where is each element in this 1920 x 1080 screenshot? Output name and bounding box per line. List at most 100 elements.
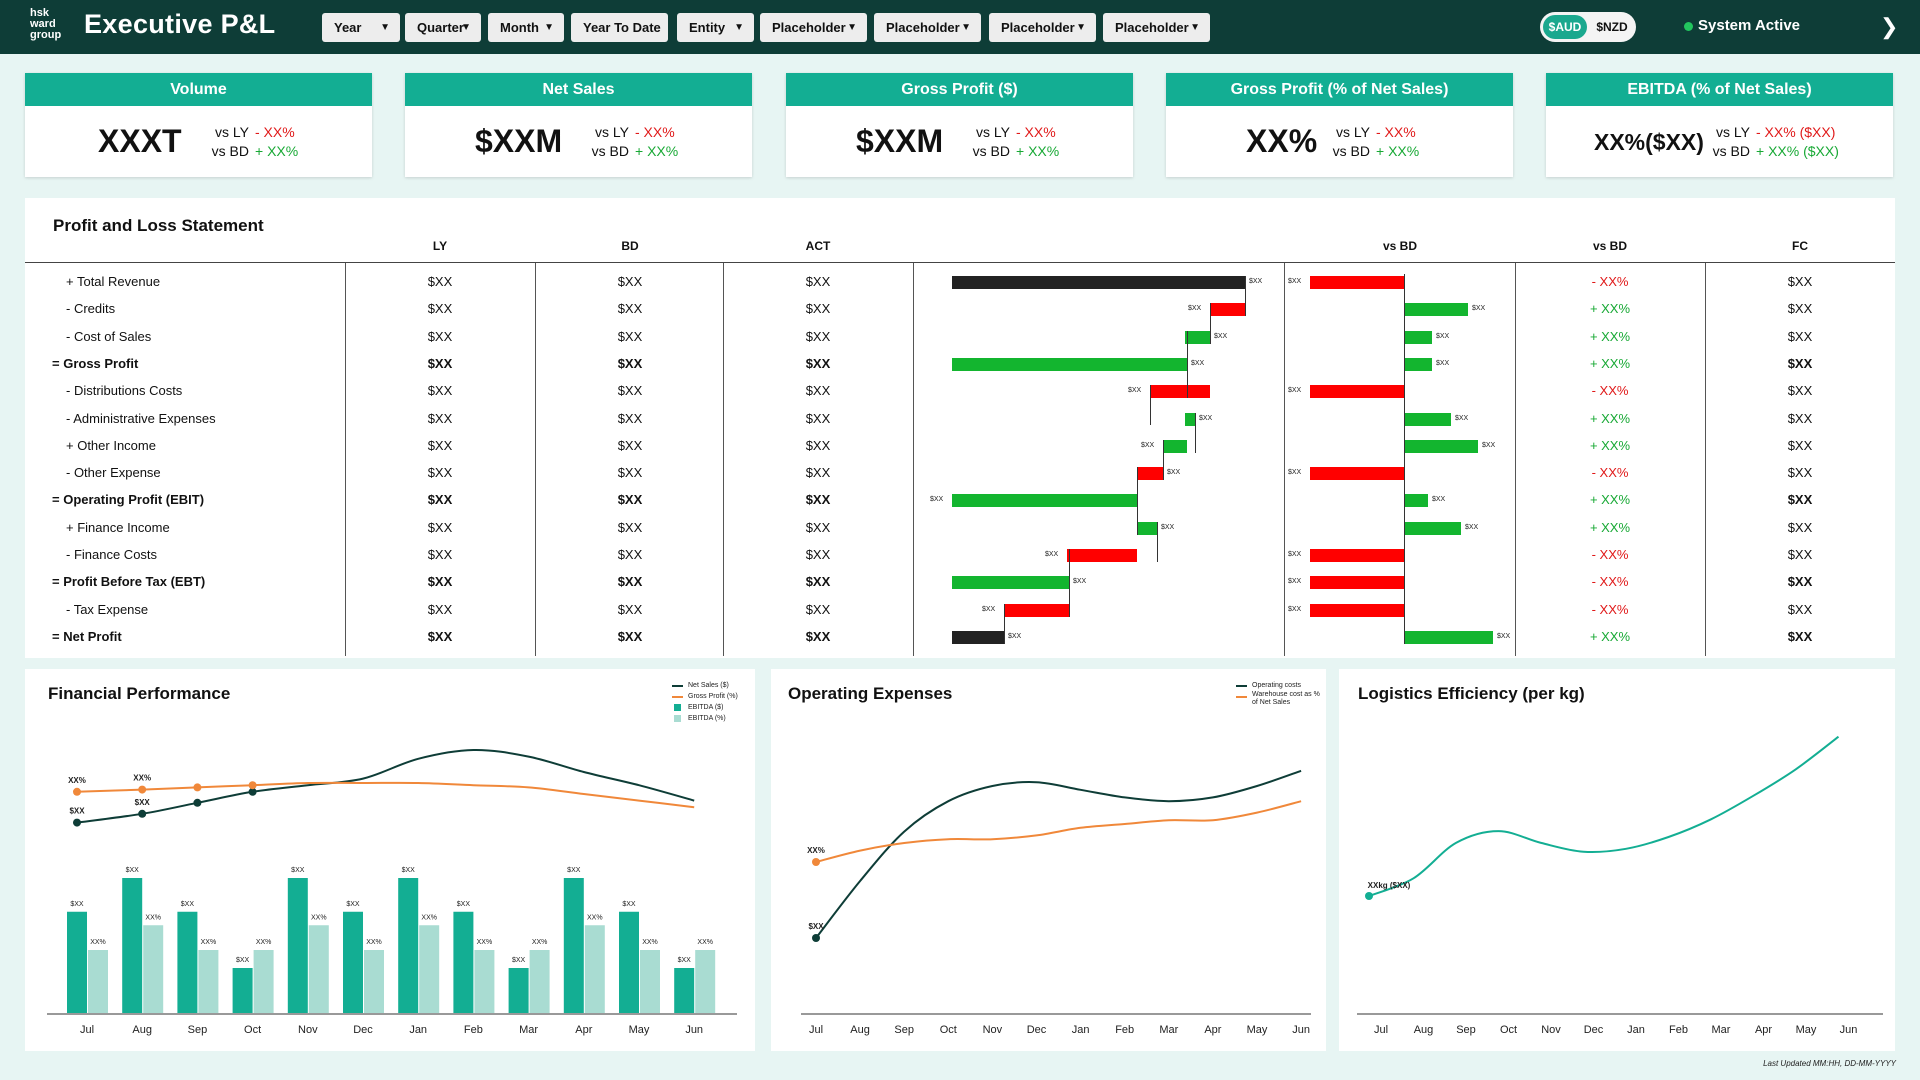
x-tick-label: Sep <box>1456 1024 1476 1036</box>
pl-cell-vsbd: + XX% <box>1589 437 1631 453</box>
pl-cell-vsbd: - XX% <box>1591 274 1629 289</box>
bar-data-label: $XX <box>346 901 360 908</box>
variance-bar-label: $XX <box>1288 551 1302 558</box>
waterfall-bar <box>1185 330 1210 344</box>
kpi-bd-label: vs BD <box>972 143 1010 159</box>
operating-expenses-title: Operating Expenses <box>788 684 953 703</box>
pl-cell-bd: $XX <box>617 574 643 590</box>
ebitda-pct-bar <box>640 950 660 1013</box>
header-divider <box>25 262 1895 263</box>
series-point <box>812 858 820 866</box>
currency-aud[interactable]: $AUD <box>1543 15 1587 39</box>
waterfall-bar-label: $XX <box>1199 414 1213 422</box>
variance-bar-label: $XX <box>1472 305 1486 313</box>
line-data-label: $XX <box>69 807 85 816</box>
pl-cell-fc: $XX <box>1787 465 1813 481</box>
ebitda-pct-bar <box>143 925 164 1013</box>
pl-cell-fc: $XX <box>1787 410 1813 426</box>
pl-row-label: + Total Revenue <box>66 274 161 289</box>
pl-row-label: = Operating Profit (EBIT) <box>52 492 205 508</box>
kpi-comparison: vs LY - XX% ($XX) vs BD + XX% ($XX) <box>1706 123 1839 161</box>
pl-cell-act: $XX <box>805 274 831 289</box>
kpi-bd-change: + XX% <box>635 143 679 159</box>
filter-month[interactable]: Month ▼ <box>488 13 564 42</box>
kpi-ly-label: vs LY <box>215 124 249 140</box>
pl-cell-bd: $XX <box>617 601 643 617</box>
waterfall-bar-label: $XX <box>1045 551 1059 558</box>
currency-toggle[interactable]: $AUD $NZD <box>1540 12 1636 42</box>
legend-item: Gross Profit (%) <box>672 691 738 702</box>
variance-bar <box>1310 603 1404 617</box>
col-divider <box>913 263 914 656</box>
x-tick-label: Mar <box>519 1024 538 1036</box>
ebitda-value-bar <box>508 968 529 1013</box>
pl-cell-act: $XX <box>805 574 831 590</box>
pl-row-label: - Tax Expense <box>66 601 149 617</box>
variance-bar <box>1404 439 1478 453</box>
pl-cell-fc: $XX <box>1787 547 1813 562</box>
col-vsbd: vs BD <box>1592 239 1627 253</box>
caret-down-icon: ▼ <box>544 22 554 33</box>
bar-data-label: XX% <box>90 939 106 946</box>
kpi-card-2[interactable]: Net Sales $XXM vs LY - XX% vs BD + XX% <box>405 73 752 177</box>
bar-data-label: XX% <box>421 914 437 921</box>
company-logo[interactable]: hsk ward group <box>30 7 62 41</box>
pl-row-label: - Finance Costs <box>66 547 158 562</box>
pl-cell-fc: $XX <box>1787 301 1813 317</box>
ebitda-pct-bar <box>253 950 274 1013</box>
series-line <box>76 748 695 824</box>
pl-cell-ly: $XX <box>427 519 453 535</box>
x-tick-label: May <box>1796 1024 1817 1036</box>
filter-placeholder-3[interactable]: Placeholder ▼ <box>989 13 1096 42</box>
x-tick-label: Sep <box>894 1024 914 1036</box>
x-tick-label: Apr <box>575 1024 592 1036</box>
variance-bar <box>1404 303 1468 317</box>
pl-cell-vsbd: + XX% <box>1589 628 1631 644</box>
pl-cell-vsbd: + XX% <box>1589 410 1631 426</box>
filter-placeholder-1[interactable]: Placeholder ▼ <box>760 13 867 42</box>
kpi-ly-label: vs LY <box>595 124 629 140</box>
series-point <box>73 787 81 796</box>
waterfall-bar-label: $XX <box>1128 387 1142 395</box>
filter-year[interactable]: Year ▼ <box>322 13 400 42</box>
pl-cell-bd: $XX <box>617 465 643 481</box>
pl-cell-ly: $XX <box>427 383 453 399</box>
x-tick-label: Mar <box>1159 1024 1178 1036</box>
x-tick-label: Nov <box>298 1024 318 1036</box>
filter-entity[interactable]: Entity ▼ <box>677 13 754 42</box>
chevron-right-icon[interactable]: ❯ <box>1880 14 1899 39</box>
kpi-value: XXXT <box>98 123 182 159</box>
x-tick-label: Feb <box>1115 1024 1134 1036</box>
kpi-card-1[interactable]: Volume XXXT vs LY - XX% vs BD + XX% <box>25 73 372 177</box>
bar-data-label: $XX <box>126 867 140 874</box>
filter-year-to-date[interactable]: Year To Date <box>571 13 668 42</box>
pl-cell-vsbd: - XX% <box>1591 574 1629 590</box>
waterfall-bar-label: $XX <box>1188 305 1202 313</box>
currency-nzd[interactable]: $NZD <box>1596 20 1628 34</box>
x-tick-label: Jul <box>80 1024 94 1036</box>
kpi-bd-change: + XX% <box>1016 143 1060 159</box>
waterfall-connector <box>1157 521 1158 562</box>
filter-placeholder-4[interactable]: Placeholder ▼ <box>1103 13 1210 42</box>
pl-cell-act: $XX <box>805 547 831 562</box>
kpi-card-4[interactable]: Gross Profit (% of Net Sales) XX% vs LY - X… <box>1166 73 1513 177</box>
filter-placeholder-2[interactable]: Placeholder ▼ <box>874 13 981 42</box>
bar-data-label: XX% <box>697 939 713 946</box>
pl-cell-bd: $XX <box>617 437 643 453</box>
pl-title: Profit and Loss Statement <box>53 216 264 235</box>
bar-data-label: $XX <box>181 901 195 908</box>
col-divider <box>1515 263 1516 656</box>
kpi-title: Gross Profit (% of Net Sales) <box>1166 73 1513 106</box>
legend-item: Net Sales ($) <box>672 680 738 691</box>
variance-bar-label: $XX <box>1455 414 1469 422</box>
pl-row-label: = Profit Before Tax (EBT) <box>52 574 206 590</box>
kpi-card-3[interactable]: Gross Profit ($) $XXM vs LY - XX% vs BD + XX% <box>786 73 1133 177</box>
pl-cell-act: $XX <box>805 410 831 426</box>
filter-quarter[interactable]: Quarter ▼ <box>405 13 481 42</box>
waterfall-connector <box>1004 603 1005 644</box>
kpi-card-5[interactable]: EBITDA (% of Net Sales) XX%($XX) vs LY - XX… <box>1546 73 1893 177</box>
pl-cell-fc: $XX <box>1787 601 1813 617</box>
series-point <box>193 783 202 792</box>
kpi-comparison: vs LY - XX% vs BD + XX% <box>205 123 299 161</box>
ebitda-pct-bar <box>474 950 495 1013</box>
